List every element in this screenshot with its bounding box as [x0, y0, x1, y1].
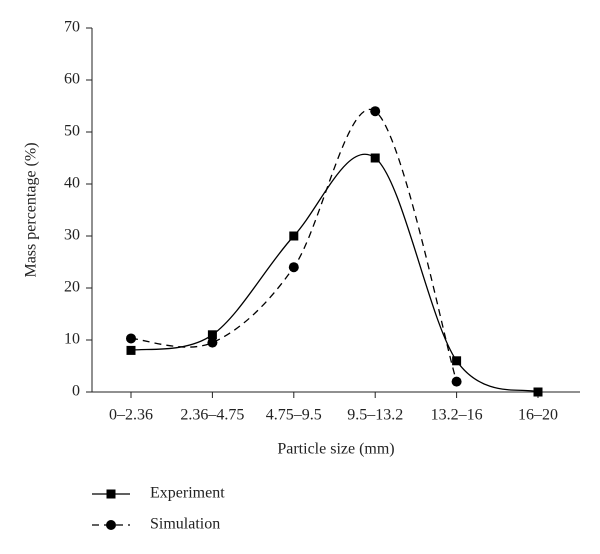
x-tick-label: 0–2.36 — [109, 407, 153, 424]
x-tick-label: 9.5–13.2 — [347, 407, 403, 424]
data-point — [207, 330, 217, 340]
data-point — [288, 262, 299, 273]
y-tick-label: 0 — [72, 383, 80, 400]
data-point — [370, 153, 380, 163]
data-point — [370, 106, 381, 117]
x-tick-label: 16–20 — [518, 407, 558, 424]
y-tick-label: 70 — [64, 19, 80, 36]
data-point — [289, 231, 299, 241]
y-tick-label: 40 — [64, 175, 80, 192]
y-tick-label: 30 — [64, 227, 80, 244]
x-tick-label: 4.75–9.5 — [266, 407, 322, 424]
data-point — [452, 356, 462, 366]
y-tick-label: 20 — [64, 279, 80, 296]
legend-marker — [106, 489, 116, 499]
y-tick-label: 50 — [64, 123, 80, 140]
data-point — [126, 333, 136, 344]
series-line — [130, 108, 458, 382]
y-axis-label: Mass percentage (%) — [23, 142, 40, 277]
y-tick-label: 60 — [64, 71, 80, 88]
x-tick-label: 13.2–16 — [431, 407, 483, 424]
data-point — [451, 376, 462, 387]
data-point — [533, 387, 543, 397]
legend-label: Experiment — [150, 485, 225, 502]
x-tick-label: 2.36–4.75 — [180, 407, 244, 424]
data-point — [126, 345, 136, 355]
x-axis-label: Particle size (mm) — [277, 441, 394, 458]
legend-label: Simulation — [150, 516, 220, 533]
data-point — [207, 337, 218, 348]
legend-marker — [106, 520, 116, 530]
series-line — [130, 153, 539, 393]
y-tick-label: 10 — [64, 331, 80, 348]
